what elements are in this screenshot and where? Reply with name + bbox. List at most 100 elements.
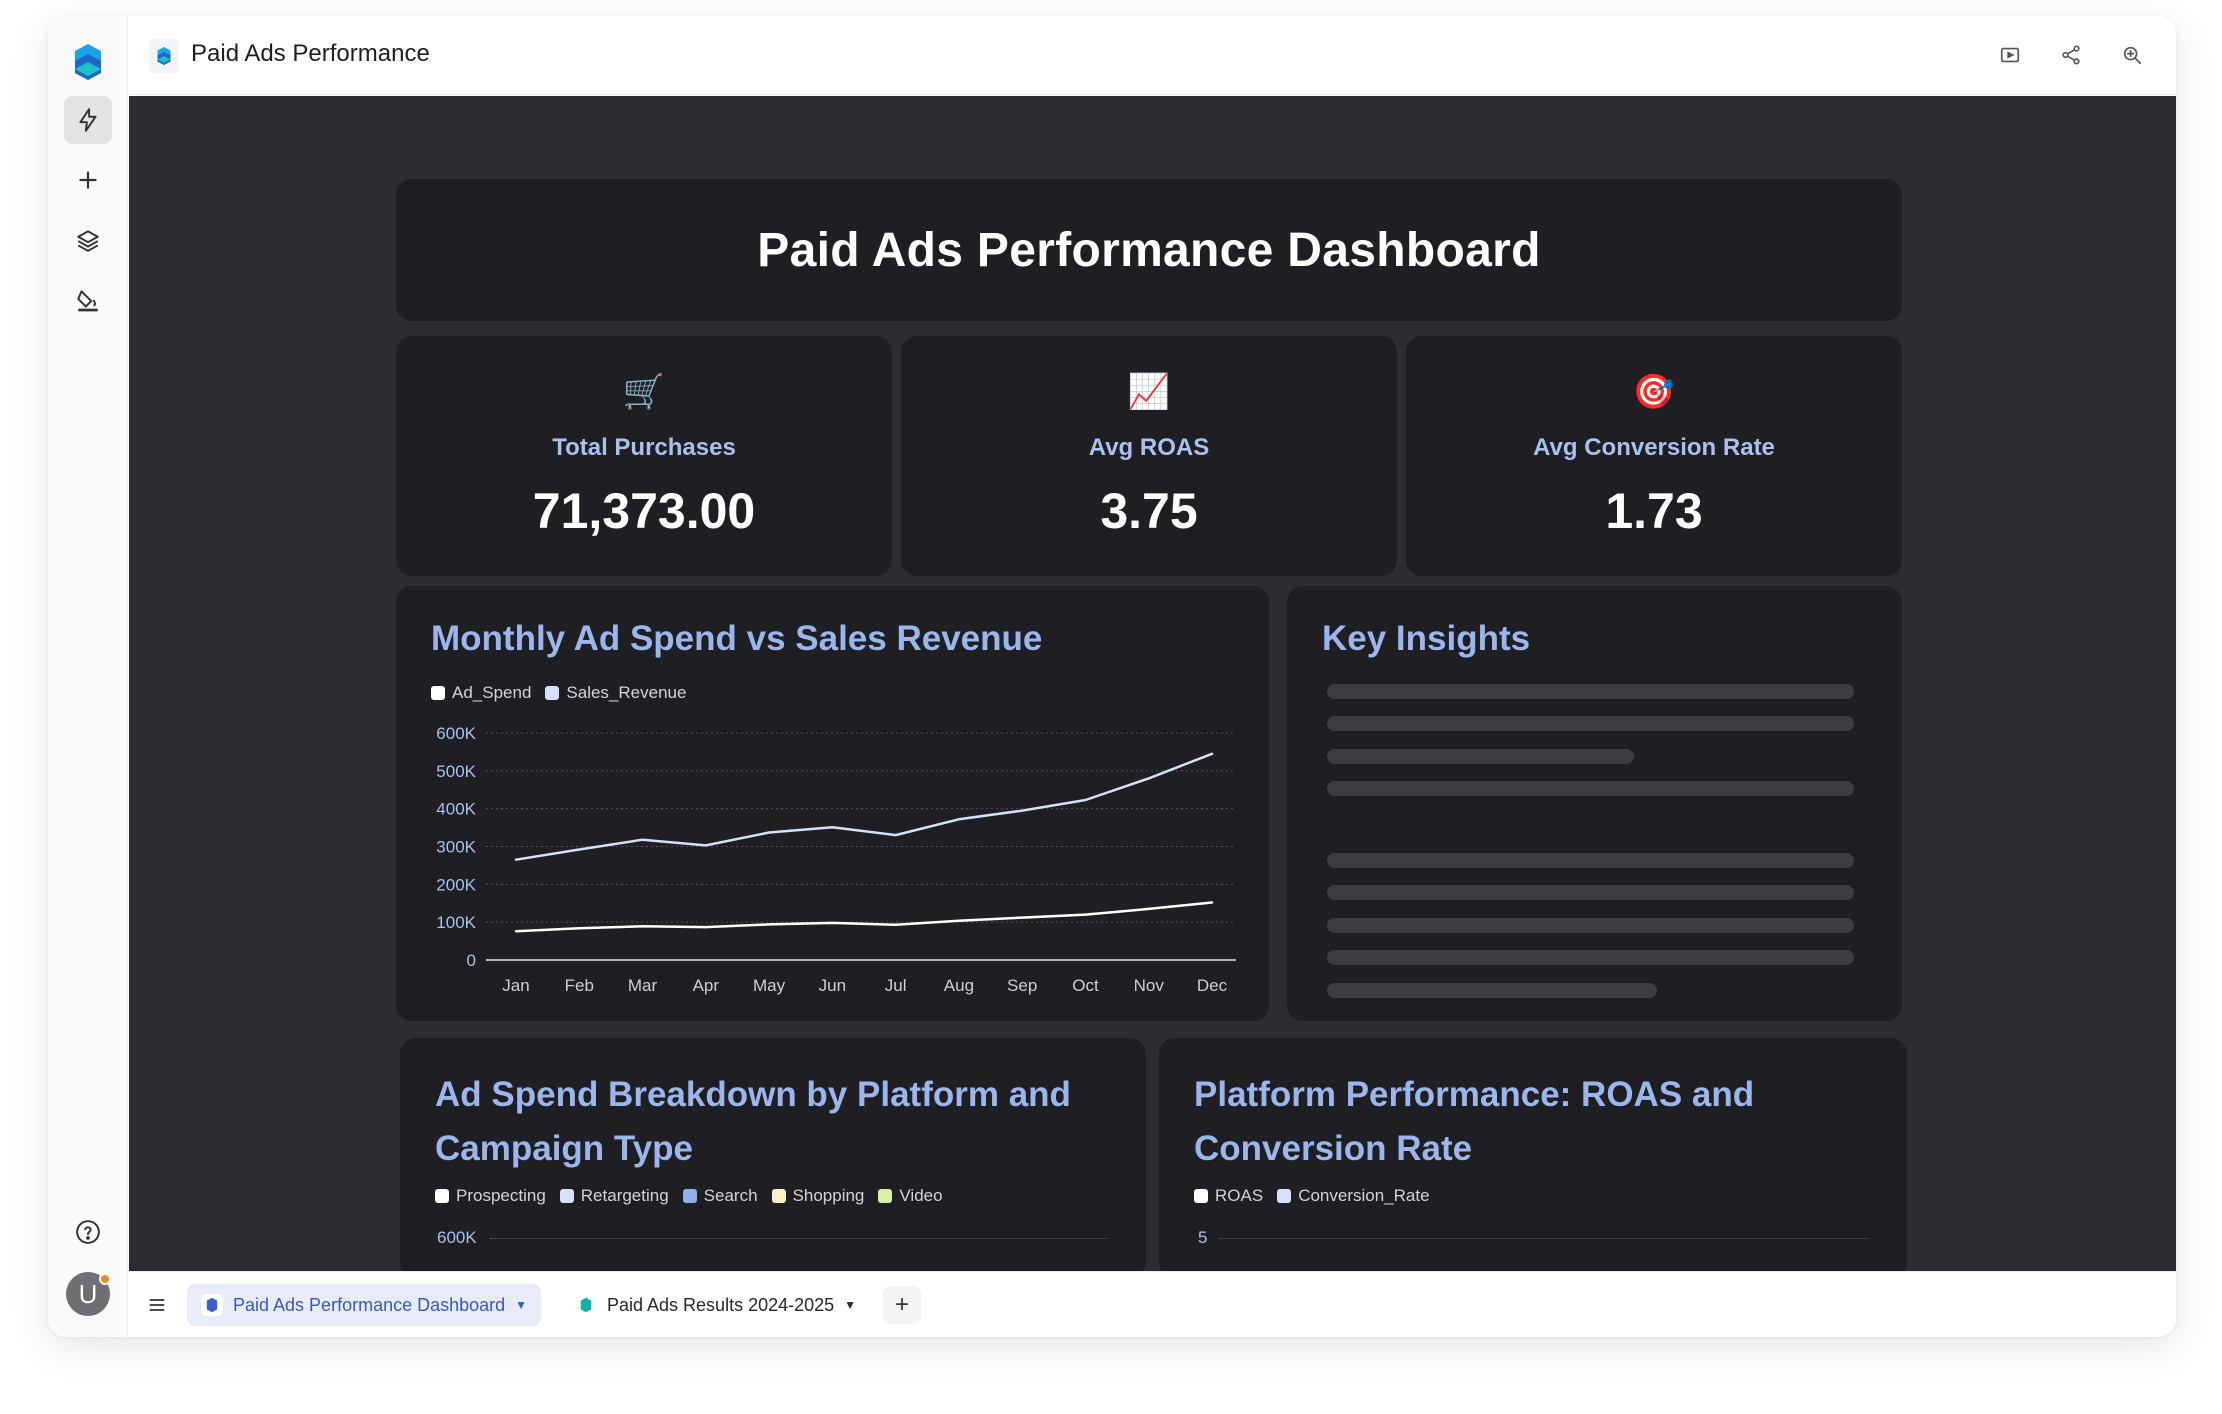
y-tick-label: 300K [436, 838, 476, 857]
legend-label: Ad_Spend [452, 683, 532, 702]
loading-placeholder [1327, 781, 1854, 796]
ad-spend-breakdown-card: Ad Spend Breakdown by Platform and Campa… [400, 1038, 1146, 1271]
legend-swatch [435, 1189, 449, 1203]
tab-results-table[interactable]: Paid Ads Results 2024-2025 ▼ [561, 1284, 870, 1326]
share-icon[interactable] [2054, 38, 2088, 72]
kpi-value: 71,373.00 [532, 483, 756, 539]
tab-label: Paid Ads Results 2024-2025 [607, 1294, 835, 1315]
y-tick-label: 5 [1198, 1228, 1208, 1247]
help-icon[interactable] [64, 1208, 112, 1256]
line-chart: 600K 500K 400K 300K 200K 100K 0 Jan Feb Mar Apr May… [436, 724, 1236, 995]
monthly-spend-chart-card: Monthly Ad Spend vs Sales Revenue Ad_Spe… [396, 586, 1269, 1021]
x-tick-label: Feb [565, 976, 594, 995]
chevron-down-icon[interactable]: ▼ [844, 1298, 857, 1312]
legend-item[interactable]: Prospecting [435, 1186, 546, 1206]
loading-placeholder [1327, 684, 1854, 699]
document-logo-icon [149, 39, 179, 73]
platform-performance-card: Platform Performance: ROAS and Conversio… [1159, 1038, 1907, 1271]
chevron-down-icon[interactable]: ▼ [515, 1298, 528, 1312]
legend-swatch [559, 1189, 574, 1203]
dashboard-header-card: Paid Ads Performance Dashboard [396, 179, 1902, 321]
legend-swatch [1277, 1189, 1292, 1203]
dashboard-tab-icon [201, 1294, 223, 1316]
kpi-card-total-purchases: 🛒 Total Purchases 71,373.00 [396, 336, 892, 576]
platform-legend: ROAS Conversion_Rate [1194, 1186, 1430, 1206]
loading-placeholder [1327, 983, 1657, 998]
gridline [490, 1238, 1108, 1239]
x-tick-label: Apr [693, 976, 720, 995]
legend-swatch [878, 1189, 893, 1203]
chart-title: Monthly Ad Spend vs Sales Revenue [431, 619, 1043, 658]
kpi-label: Total Purchases [552, 434, 736, 461]
add-tab-button[interactable]: + [883, 1286, 921, 1324]
loading-placeholder [1327, 885, 1854, 900]
x-tick-label: Jul [885, 976, 907, 995]
bottom-tab-bar: Paid Ads Performance Dashboard ▼ Paid Ad… [129, 1271, 2176, 1337]
platform-title: Platform Performance: ROAS and Conversio… [1194, 1068, 1754, 1176]
legend-item[interactable]: Conversion_Rate [1277, 1186, 1430, 1206]
insights-title: Key Insights [1322, 619, 1531, 658]
legend-swatch [771, 1189, 786, 1203]
legend-label: Shopping [792, 1186, 865, 1205]
left-sidebar: U [48, 16, 128, 1337]
legend-item[interactable]: Ad_Spend [431, 683, 531, 703]
notification-dot [99, 1273, 111, 1285]
series-line-ad-spend [514, 901, 1214, 933]
chart-legend: Ad_Spend Sales_Revenue [431, 683, 686, 703]
legend-item[interactable]: Video [878, 1186, 943, 1206]
tab-label: Paid Ads Performance Dashboard [233, 1294, 506, 1315]
kpi-value: 1.73 [1605, 483, 1703, 539]
kpi-label: Avg Conversion Rate [1533, 434, 1775, 461]
kpi-card-avg-roas: 📈 Avg ROAS 3.75 [901, 336, 1397, 576]
legend-item[interactable]: Search [682, 1186, 758, 1206]
legend-swatch [545, 686, 560, 700]
present-icon[interactable] [1993, 38, 2027, 72]
legend-item[interactable]: ROAS [1194, 1186, 1263, 1206]
app-window: U Paid Ads Performance Paid Ads Perform [48, 16, 2176, 1337]
kpi-value: 3.75 [1100, 483, 1198, 539]
x-tick-label: Jun [819, 976, 846, 995]
lightning-icon[interactable] [64, 96, 112, 144]
y-tick-label: 600K [437, 1228, 477, 1247]
legend-label: ROAS [1215, 1186, 1264, 1205]
y-tick-label: 500K [436, 762, 476, 781]
dashboard-canvas: Paid Ads Performance Dashboard 🛒 Total P… [129, 96, 2176, 1271]
legend-item[interactable]: Retargeting [559, 1186, 669, 1206]
chart-increasing-icon: 📈 [1127, 373, 1171, 411]
legend-swatch [431, 686, 445, 700]
tab-dashboard[interactable]: Paid Ads Performance Dashboard ▼ [187, 1284, 542, 1326]
breakdown-title-line: Campaign Type [435, 1129, 694, 1168]
y-tick-label: 400K [436, 800, 476, 819]
app-logo-icon[interactable] [72, 42, 104, 82]
layers-icon[interactable] [64, 216, 112, 264]
platform-title-line: Conversion Rate [1194, 1129, 1473, 1168]
y-tick-label: 100K [436, 913, 476, 932]
legend-swatch [682, 1189, 697, 1203]
loading-placeholder [1327, 749, 1634, 764]
table-tab-icon [575, 1294, 597, 1316]
shopping-cart-icon: 🛒 [622, 373, 666, 411]
y-tick-label: 600K [436, 724, 476, 743]
x-tick-label: Dec [1197, 976, 1228, 995]
series-line-sales-revenue [514, 752, 1214, 861]
x-tick-label: Aug [944, 976, 974, 995]
y-tick-label: 0 [467, 951, 476, 970]
hamburger-menu-icon[interactable] [139, 1286, 175, 1324]
kpi-card-avg-conversion-rate: 🎯 Avg Conversion Rate 1.73 [1406, 336, 1902, 576]
loading-placeholder [1327, 716, 1854, 731]
x-tick-label: May [753, 976, 786, 995]
breakdown-title-line: Ad Spend Breakdown by Platform and [435, 1075, 1071, 1114]
loading-placeholder [1327, 853, 1854, 868]
paint-bucket-icon[interactable] [64, 276, 112, 324]
x-tick-label: Mar [628, 976, 658, 995]
plus-icon[interactable] [64, 156, 112, 204]
legend-item[interactable]: Shopping [771, 1186, 865, 1206]
breakdown-title: Ad Spend Breakdown by Platform and Campa… [435, 1068, 1071, 1176]
window-title: Paid Ads Performance [191, 40, 430, 67]
legend-item[interactable]: Sales_Revenue [545, 683, 686, 703]
platform-title-line: Platform Performance: ROAS and [1194, 1075, 1755, 1114]
loading-placeholder [1327, 918, 1854, 933]
zoom-icon[interactable] [2115, 38, 2149, 72]
loading-placeholder [1327, 950, 1854, 965]
gridline [1219, 1238, 1869, 1239]
